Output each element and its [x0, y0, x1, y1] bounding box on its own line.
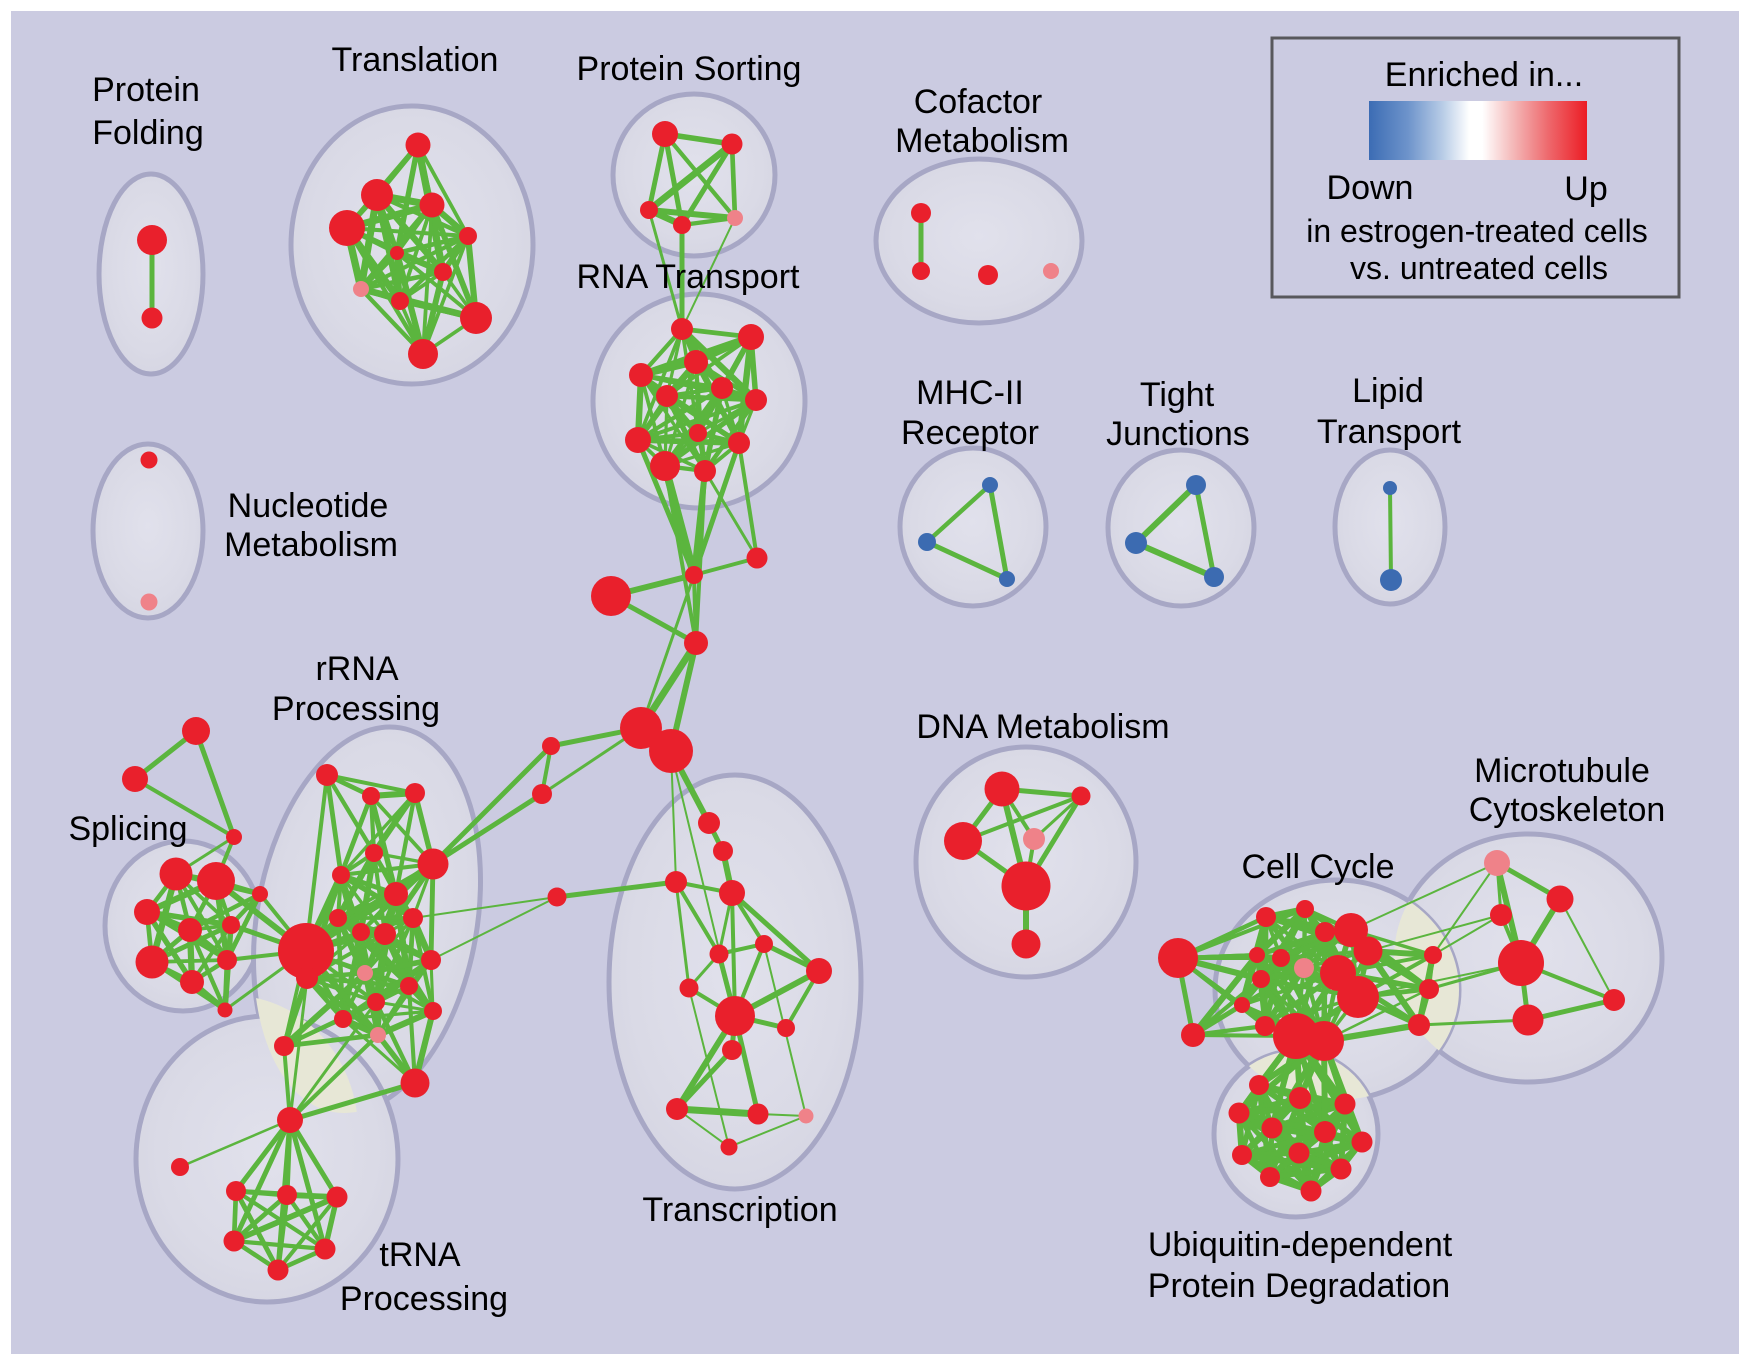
svg-text:Metabolism: Metabolism: [895, 122, 1069, 160]
svg-text:vs. untreated cells: vs. untreated cells: [1350, 250, 1608, 286]
svg-text:Nucleotide: Nucleotide: [228, 487, 389, 525]
svg-text:Enriched in...: Enriched in...: [1385, 56, 1583, 94]
svg-text:Cell Cycle: Cell Cycle: [1241, 848, 1394, 886]
svg-text:Microtubule: Microtubule: [1474, 752, 1650, 790]
svg-text:DNA Metabolism: DNA Metabolism: [916, 708, 1169, 746]
svg-text:Transcription: Transcription: [642, 1191, 837, 1229]
svg-text:tRNA: tRNA: [379, 1236, 461, 1274]
svg-text:Processing: Processing: [272, 690, 440, 728]
svg-text:MHC-II: MHC-II: [916, 374, 1024, 412]
svg-text:Processing: Processing: [340, 1280, 508, 1318]
svg-text:Transport: Transport: [1317, 413, 1462, 451]
svg-text:Translation: Translation: [332, 41, 499, 79]
svg-text:in estrogen-treated cells: in estrogen-treated cells: [1306, 213, 1648, 249]
svg-text:Metabolism: Metabolism: [224, 526, 398, 564]
svg-text:Tight: Tight: [1140, 376, 1215, 414]
svg-text:Lipid: Lipid: [1352, 372, 1424, 410]
svg-text:Cytoskeleton: Cytoskeleton: [1469, 791, 1666, 829]
svg-text:Down: Down: [1327, 169, 1414, 207]
svg-text:rRNA: rRNA: [315, 650, 398, 688]
svg-text:Protein Sorting: Protein Sorting: [577, 50, 802, 88]
svg-text:Up: Up: [1564, 170, 1607, 208]
svg-text:Protein Degradation: Protein Degradation: [1148, 1267, 1450, 1305]
svg-text:Ubiquitin-dependent: Ubiquitin-dependent: [1148, 1226, 1453, 1264]
svg-text:RNA Transport: RNA Transport: [577, 258, 801, 296]
svg-text:Receptor: Receptor: [901, 414, 1039, 452]
svg-text:Protein: Protein: [92, 71, 200, 109]
svg-text:Folding: Folding: [92, 114, 204, 152]
svg-text:Splicing: Splicing: [68, 810, 187, 848]
svg-text:Junctions: Junctions: [1106, 415, 1250, 453]
svg-text:Cofactor: Cofactor: [914, 83, 1043, 121]
